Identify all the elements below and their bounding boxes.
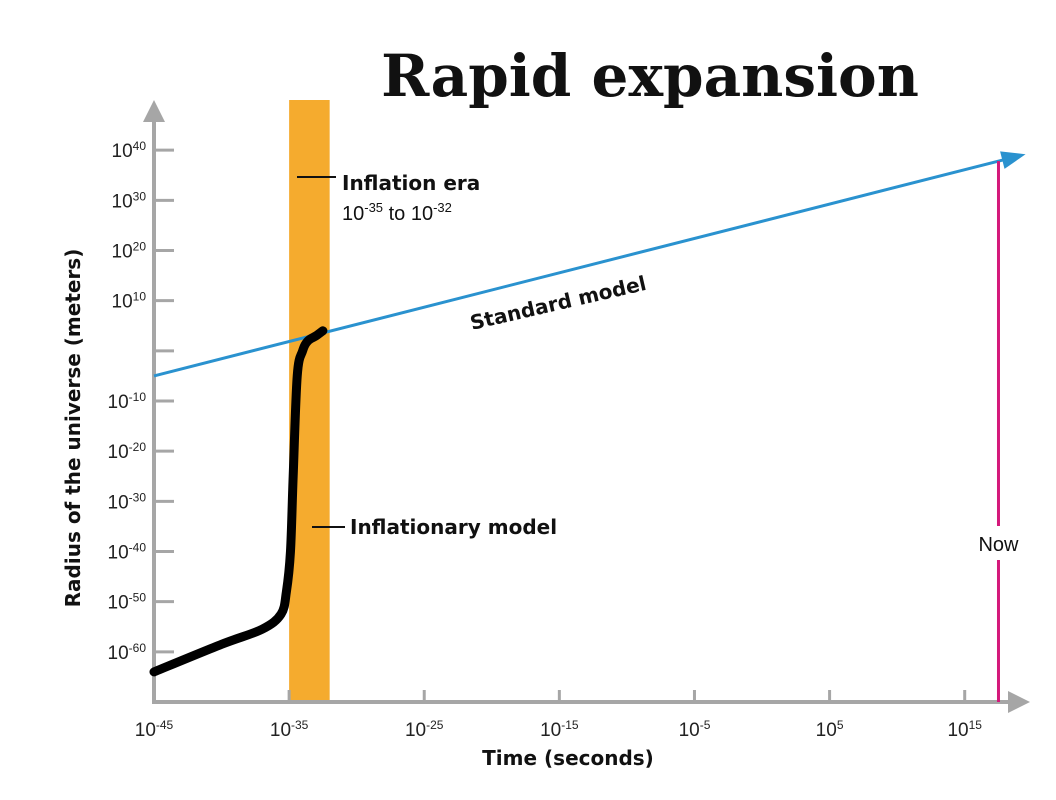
y-axis-arrowhead [143,100,165,122]
now-label: Now [978,534,1019,556]
y-tick-label: 1010 [112,290,147,313]
y-tick-label: 10-60 [108,641,147,664]
inflationary-model-label: Inflationary model [350,515,557,539]
inflation-era-range: 10-35 to 10-32 [342,200,452,225]
now-label-background [968,526,1029,560]
inflationary-model-curve [149,326,328,677]
y-tick-label: 1020 [112,240,147,263]
x-tick-label: 10-45 [135,718,174,741]
y-tick-label: 10-10 [108,390,147,413]
x-axis-arrowhead [1008,691,1030,713]
x-tick-label: 105 [816,718,844,741]
x-tick-label: 10-25 [405,718,444,741]
y-tick-label: 10-30 [108,490,147,513]
x-tick-label: 10-5 [679,718,711,741]
inflation-era-label: Inflation era [342,171,480,195]
x-ticks: 10-45 10-35 10-25 10-15 10-5 105 1015 [135,690,982,741]
y-tick-label: 1040 [112,139,147,162]
y-tick-label: 1030 [112,189,147,212]
y-tick-label: 10-50 [108,591,147,614]
x-axis-title: Time (seconds) [482,746,654,770]
y-tick-label: 10-40 [108,541,147,564]
x-tick-label: 10-35 [270,718,309,741]
standard-model-arrowhead [1000,151,1026,169]
y-axis-title: Radius of the universe (meters) [61,249,85,608]
standard-model-line [153,156,1013,378]
x-tick-label: 1015 [947,718,982,741]
y-ticks: 1040 1030 1020 1010 10-10 10-20 10-30 10-40 10-5… [108,139,174,664]
standard-model-label: Standard model [468,271,649,335]
y-tick-label: 10-20 [108,440,147,463]
axes [143,100,1030,713]
x-tick-label: 10-15 [540,718,579,741]
chart-title: Rapid expansion [381,42,919,110]
